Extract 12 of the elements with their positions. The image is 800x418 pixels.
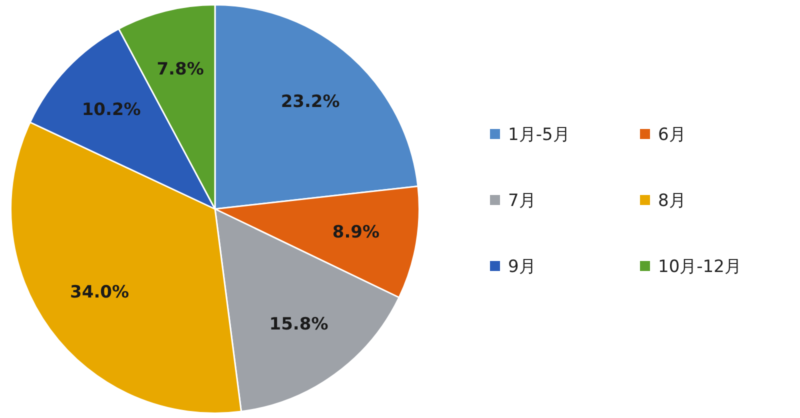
data-label: 7.8% (156, 60, 204, 80)
data-label: 34.0% (70, 282, 130, 303)
data-label: 8.9% (332, 222, 380, 242)
legend-label: 6月 (658, 124, 686, 146)
data-label: 23.2% (280, 92, 340, 112)
data-label: 10.2% (82, 100, 141, 120)
legend-label: 1月-5月 (508, 124, 570, 146)
legend-label: 8月 (658, 190, 686, 212)
legend-label: 10月-12月 (658, 256, 742, 278)
data-label: 15.8% (269, 314, 328, 334)
legend-label: 9月 (508, 256, 536, 278)
legend-label: 7月 (508, 190, 536, 212)
